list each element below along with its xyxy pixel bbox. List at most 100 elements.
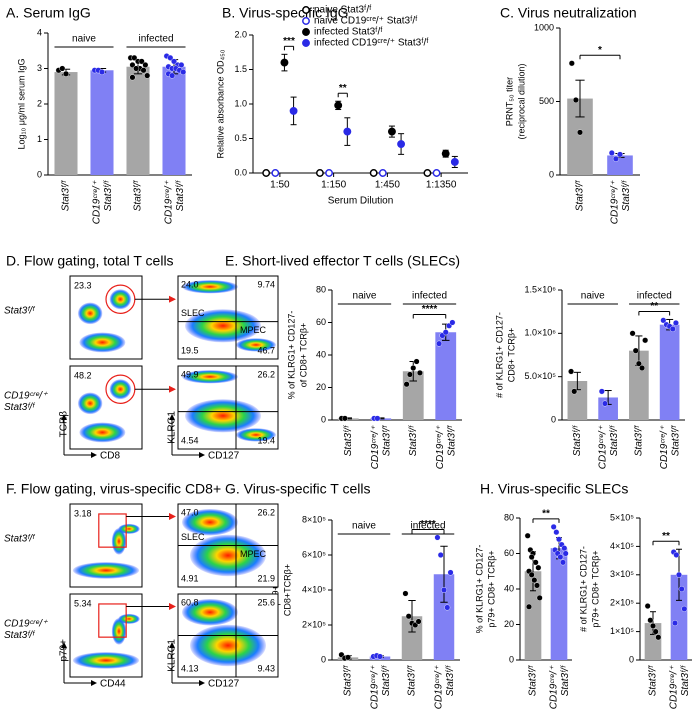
data-point [413,358,420,365]
y-tick-label: 0 [321,414,326,424]
data-point [562,550,569,557]
legend-marker [302,6,310,14]
y-tick-label: 1000 [534,22,554,32]
data-point [678,586,685,593]
data-point [444,604,451,611]
significance-label: ** [339,83,347,94]
y-tick-label: 2.0 [234,29,247,39]
y-tick-label: 1 [37,134,42,144]
quadrant-frequency: 47.0 [181,507,199,517]
data-point [402,590,409,597]
data-point [449,319,456,326]
significance-label: **** [420,519,436,530]
data-point [533,582,540,589]
y-axis-label: Relative absorbance OD₄₅₀ [215,49,225,158]
data-point [142,61,149,68]
x-tick-label: 1:50 [270,180,290,191]
data-point [559,559,566,566]
data-point [271,169,280,177]
data-point [672,319,679,326]
y-axis-label: of CD8+ TCRβ+ [298,323,308,388]
x-tick-label: CD19ᶜʳᵉ/⁺Stat3ᶠ/ᶠ [435,425,458,469]
x-tick-label: Stat3ᶠ/ᶠ [61,180,72,211]
data-point [129,74,136,81]
data-point [138,58,145,65]
quadrant-frequency: 26.2 [257,369,275,379]
quadrant-frequency: 4.13 [181,663,199,673]
cell-population [182,280,238,294]
y-tick-label: 500 [539,96,554,106]
data-point [140,67,147,74]
data-point [369,169,378,177]
x-tick-label: CD19ᶜʳᵉ/⁺Stat3ᶠ/ᶠ [668,665,691,709]
group-label: infected [412,291,447,302]
quadrant-frequency: 19.5 [181,345,199,355]
cell-population [72,562,140,579]
data-point [406,371,413,378]
y-axis-label: # of KLRG1+ CD127- [494,312,504,398]
legend-marker [302,39,310,47]
cell-population [190,624,266,667]
panel-title: H. Virus-specific SLECs [480,481,628,497]
cell-population [79,332,126,353]
bar [524,571,542,660]
data-point [531,577,538,584]
x-tick-label: Stat3ᶠ/ᶠ [575,180,586,211]
cell-population [236,428,276,442]
x-tick-label: CD19ᶜʳᵉ/⁺Stat3ᶠ/ᶠ [609,180,632,224]
y-tick-label: 8×10⁵ [302,514,326,524]
data-point [650,622,657,629]
data-point [535,564,542,571]
significance-label: **** [422,304,438,315]
data-point [617,151,624,158]
bar [607,155,633,175]
quadrant-frequency: 25.6 [257,597,275,607]
data-point [612,155,619,162]
data-point [528,554,535,561]
y-tick-label: 4 [37,27,42,37]
x-tick-label: Stat3ᶠ/ᶠ [634,425,645,456]
cell-population [79,422,126,443]
cell-population [111,528,127,555]
bar [162,66,186,175]
x-tick-label: Stat3ᶠ/ᶠ [408,425,419,456]
data-point [98,69,105,76]
data-point [639,365,646,372]
x-tick-label: CD19ᶜʳᵉ/⁺Stat3ᶠ/ᶠ [548,665,571,709]
data-point [167,54,174,61]
data-point [59,65,66,72]
x-axis-label: Serum Dilution [328,196,394,207]
data-point [629,330,636,337]
quadrant-frequency: 24.0 [181,279,199,289]
cell-population [77,392,103,415]
data-point [133,65,140,72]
cell-population [185,309,261,343]
axis-label: CD8 [100,451,120,462]
y-axis-label: p79+ CD8+ TCRβ+ [486,550,496,627]
data-point [432,169,441,177]
legend-label: naive CD19ᶜʳᵉ/⁺ Stat3ᶠ/ᶠ [314,16,418,27]
cell-population [185,399,261,433]
data-point [568,368,575,375]
data-point [374,415,381,422]
cell-population [109,379,132,400]
significance-label: ** [662,531,670,542]
data-point [325,169,334,177]
y-tick-label: 2×10⁵ [610,598,634,608]
data-point [526,603,533,610]
significance-label: *** [283,36,295,47]
row-label: Stat3ᶠ/ᶠ [4,306,35,317]
x-tick-label: CD19ᶜʳᵉ/⁺Stat3ᶠ/ᶠ [91,180,114,224]
data-point [669,326,676,333]
quadrant-frequency: 26.2 [257,507,275,517]
data-point [129,61,136,68]
y-axis-label: # of KLRG1+ CD127- [578,546,588,632]
y-tick-label: 1.0 [234,98,247,108]
cell-population [109,289,132,310]
data-point [681,605,688,612]
x-tick-label: Stat3ᶠ/ᶠ [343,665,354,696]
row-label: CD19ᶜʳᵉ/⁺ Stat3ᶠ/ᶠ [4,390,48,413]
x-tick-label: 1:150 [321,180,346,191]
data-point [378,169,387,177]
axis-label: KLRG1 [167,639,178,672]
